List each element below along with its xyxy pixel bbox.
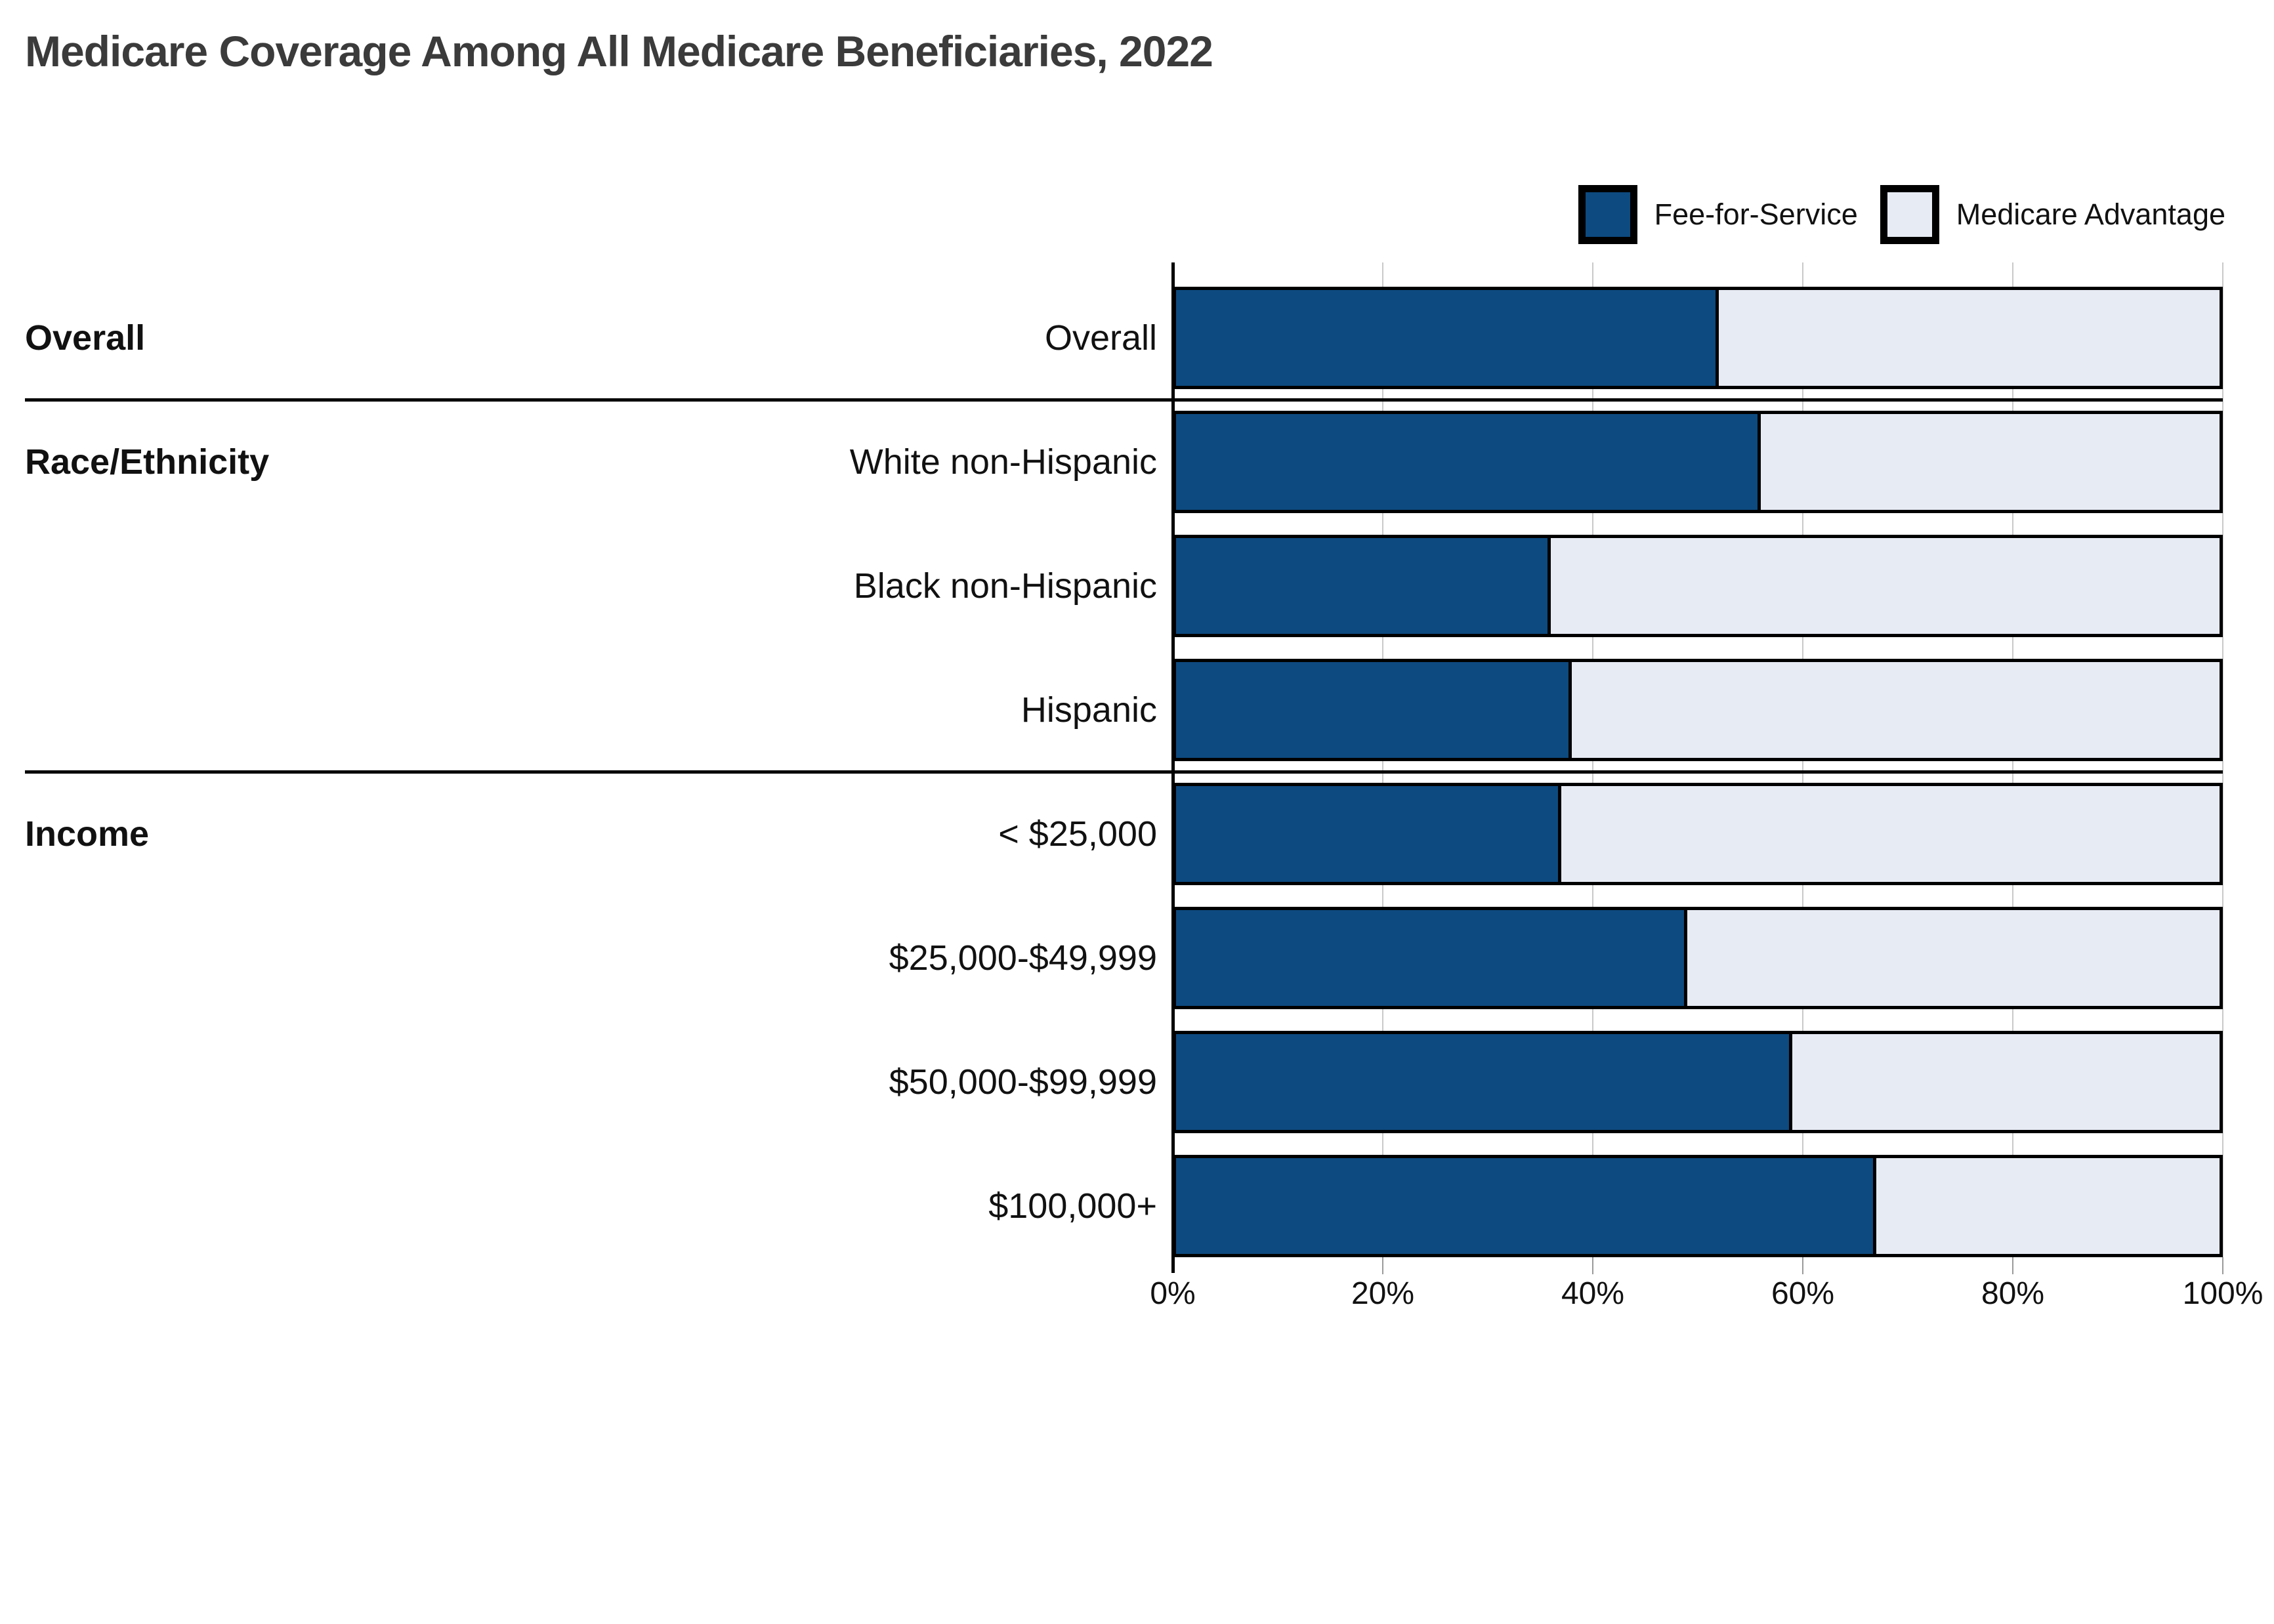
bar-segment-medicare-advantage xyxy=(1572,659,2223,761)
group-label: Race/Ethnicity xyxy=(25,442,270,482)
bar-segment-medicare-advantage xyxy=(1687,907,2223,1009)
axis-tick-label: 80% xyxy=(1981,1276,2045,1311)
axis-tick xyxy=(2012,1257,2013,1274)
legend-swatch-medicare-advantage-icon xyxy=(1880,185,1939,244)
row-label: White non-Hispanic xyxy=(849,442,1157,482)
row-label: Hispanic xyxy=(1021,690,1157,730)
bar-segment-fee-for-service xyxy=(1173,907,1687,1009)
stacked-bar-chart: 0% 20% 40% 60% 80% 100% Overall Overall Race/… xyxy=(25,262,2263,1311)
bar xyxy=(1173,1031,2223,1133)
bar-segment-medicare-advantage xyxy=(1561,783,2223,885)
table-row: $100,000+ xyxy=(25,1155,2223,1257)
group-label: Income xyxy=(25,814,150,854)
legend-label: Fee-for-Service xyxy=(1654,198,1858,231)
row-label: Black non-Hispanic xyxy=(853,566,1157,606)
legend-item-medicare-advantage: Medicare Advantage xyxy=(1880,185,2225,244)
axis-tick-label: 60% xyxy=(1771,1276,1835,1311)
table-row: $50,000-$99,999 xyxy=(25,1031,2223,1133)
axis-tick-label: 20% xyxy=(1351,1276,1415,1311)
bar xyxy=(1173,535,2223,637)
bar-segment-fee-for-service xyxy=(1173,287,1719,389)
table-row: Race/Ethnicity White non-Hispanic xyxy=(25,411,2223,513)
bar-segment-fee-for-service xyxy=(1173,783,1561,885)
group-label: Overall xyxy=(25,318,146,358)
bar-segment-medicare-advantage xyxy=(1719,287,2223,389)
axis-tick xyxy=(1592,1257,1593,1274)
legend-label: Medicare Advantage xyxy=(1956,198,2225,231)
axis-tick xyxy=(1382,1257,1383,1274)
row-label: $25,000-$49,999 xyxy=(889,938,1157,978)
axis-tick-label: 40% xyxy=(1561,1276,1625,1311)
bar-segment-fee-for-service xyxy=(1173,1031,1792,1133)
table-row: Hispanic xyxy=(25,659,2223,761)
axis-tick xyxy=(2222,1257,2223,1274)
bar xyxy=(1173,1155,2223,1257)
row-label: Overall xyxy=(1044,318,1157,358)
bar-segment-fee-for-service xyxy=(1173,411,1761,513)
bar-rows: Overall Overall Race/Ethnicity White non… xyxy=(25,262,2223,1257)
bar xyxy=(1173,287,2223,389)
axis-tick xyxy=(1802,1257,1803,1274)
bar xyxy=(1173,659,2223,761)
bar-segment-fee-for-service xyxy=(1173,535,1551,637)
bar xyxy=(1173,783,2223,885)
axis-tick-label: 0% xyxy=(1150,1276,1196,1311)
row-label: < $25,000 xyxy=(998,814,1157,854)
bar xyxy=(1173,907,2223,1009)
bar-segment-medicare-advantage xyxy=(1761,411,2223,513)
bar-segment-medicare-advantage xyxy=(1792,1031,2223,1133)
table-row: Black non-Hispanic xyxy=(25,535,2223,637)
bar-segment-medicare-advantage xyxy=(1551,535,2223,637)
legend: Fee-for-Service Medicare Advantage xyxy=(1578,185,2225,244)
legend-item-fee-for-service: Fee-for-Service xyxy=(1578,185,1858,244)
row-label: $100,000+ xyxy=(988,1186,1157,1226)
legend-swatch-fee-for-service-icon xyxy=(1578,185,1637,244)
table-row: Income < $25,000 xyxy=(25,783,2223,885)
group-separator xyxy=(25,398,2223,402)
chart-title: Medicare Coverage Among All Medicare Ben… xyxy=(25,27,1213,75)
bar-segment-fee-for-service xyxy=(1173,659,1572,761)
bar xyxy=(1173,411,2223,513)
table-row: $25,000-$49,999 xyxy=(25,907,2223,1009)
bar-segment-fee-for-service xyxy=(1173,1155,1876,1257)
table-row: Overall Overall xyxy=(25,287,2223,389)
bar-segment-medicare-advantage xyxy=(1876,1155,2223,1257)
row-label: $50,000-$99,999 xyxy=(889,1062,1157,1102)
axis-tick-label: 100% xyxy=(2182,1276,2263,1311)
group-separator xyxy=(25,770,2223,774)
